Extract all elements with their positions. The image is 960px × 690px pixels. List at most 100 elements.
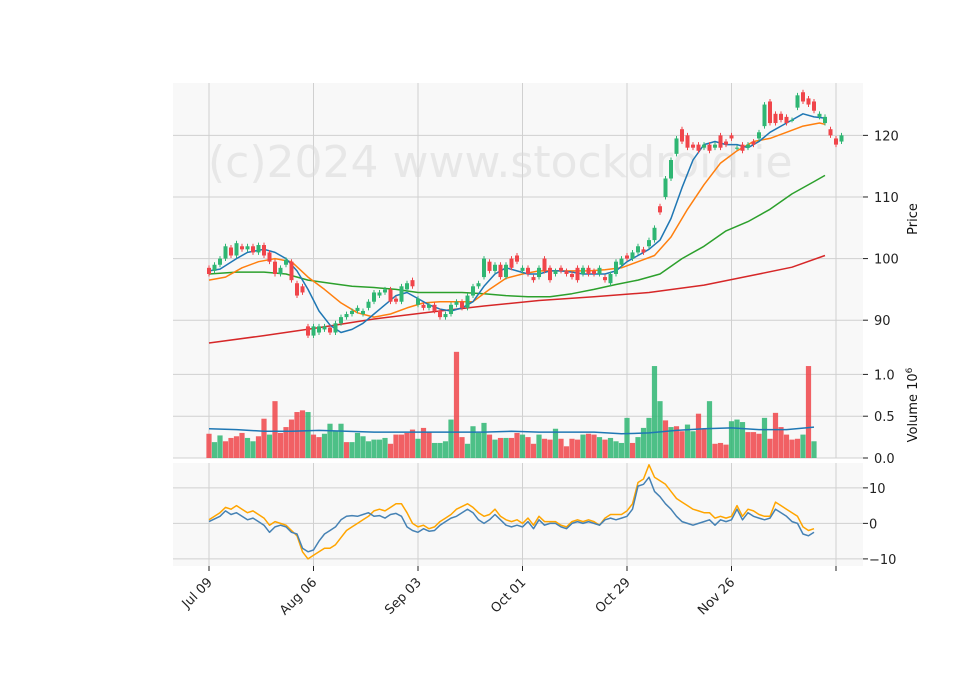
candle-body bbox=[575, 267, 580, 281]
candle-body bbox=[652, 227, 657, 241]
volume-ma-line bbox=[208, 426, 815, 435]
candle-body bbox=[680, 129, 684, 142]
volume-bar bbox=[343, 442, 350, 458]
candle-body bbox=[295, 283, 299, 296]
candle-body bbox=[284, 259, 288, 265]
candle-body bbox=[597, 267, 602, 274]
volume-bar bbox=[668, 427, 674, 458]
volume-bar bbox=[811, 441, 817, 458]
volume-bar bbox=[684, 424, 691, 458]
candle-body bbox=[218, 258, 222, 265]
candle-body bbox=[735, 147, 739, 149]
candle-body bbox=[724, 141, 728, 145]
volume-bar bbox=[398, 434, 405, 458]
volume-bar bbox=[558, 438, 564, 458]
x-tick-label: Jul 09 bbox=[179, 575, 216, 612]
candle-body bbox=[806, 98, 811, 105]
volume-bar bbox=[585, 433, 592, 458]
volume-bar bbox=[217, 435, 223, 458]
candle-body bbox=[498, 264, 503, 278]
volume-bar bbox=[459, 437, 465, 458]
volume-bar bbox=[607, 437, 614, 458]
volume-bar bbox=[365, 441, 372, 458]
volume-bar bbox=[420, 427, 427, 458]
candle-body bbox=[487, 261, 492, 271]
candle-body bbox=[751, 141, 756, 145]
candle-body bbox=[465, 295, 470, 308]
candle-body bbox=[328, 327, 332, 333]
volume-bar bbox=[541, 438, 548, 458]
candle-body bbox=[674, 138, 679, 154]
candle-body bbox=[757, 132, 761, 139]
volume-bar bbox=[332, 431, 339, 458]
candle-body bbox=[317, 326, 321, 333]
price-tick-label: 110 bbox=[874, 191, 899, 206]
candle-body bbox=[306, 326, 310, 336]
indicator-tick-label: −10 bbox=[869, 553, 896, 568]
indicator-lines bbox=[208, 464, 815, 560]
volume-bar bbox=[690, 431, 696, 458]
candle-body bbox=[454, 301, 459, 305]
volume-bar bbox=[305, 412, 311, 458]
indicator-tick-label: 0 bbox=[869, 517, 877, 532]
volume-bar bbox=[635, 437, 641, 458]
volume-bar bbox=[404, 432, 410, 458]
volume-bar bbox=[442, 441, 449, 458]
volume-bar bbox=[514, 432, 520, 458]
indicator-panel bbox=[173, 463, 863, 566]
volume-bar bbox=[673, 426, 680, 458]
volume-bar bbox=[613, 441, 619, 458]
volume-axis-title: Volume 106 bbox=[905, 367, 921, 442]
candle-body bbox=[658, 206, 662, 213]
candle-body bbox=[839, 135, 844, 142]
volume-bar bbox=[728, 421, 735, 458]
volume-bar bbox=[294, 412, 300, 458]
volume-bar bbox=[591, 434, 597, 458]
volume-bar bbox=[624, 417, 630, 458]
volume-bar bbox=[250, 441, 256, 458]
candle-body bbox=[410, 280, 415, 287]
volume-bar bbox=[530, 443, 537, 458]
volume-bar bbox=[569, 438, 575, 458]
candle-body bbox=[608, 273, 613, 284]
volume-bar bbox=[662, 420, 669, 458]
candle-body bbox=[801, 92, 805, 102]
volume-bar bbox=[206, 433, 212, 458]
volume-bar bbox=[706, 401, 713, 458]
volume-bar bbox=[756, 433, 762, 458]
candle-body bbox=[482, 258, 486, 278]
volume-bar bbox=[310, 434, 317, 458]
volume-bar bbox=[574, 439, 581, 458]
candle-body bbox=[685, 135, 690, 148]
candle-body bbox=[262, 245, 266, 256]
volume-bar bbox=[794, 438, 801, 458]
volume-bar bbox=[805, 366, 812, 458]
volume-bar bbox=[327, 423, 333, 458]
candle-body bbox=[399, 286, 404, 302]
volume-bar bbox=[277, 432, 284, 458]
candle-body bbox=[718, 135, 723, 148]
volume-bar bbox=[800, 434, 806, 458]
candle-body bbox=[427, 304, 431, 308]
x-tick-label: Oct 01 bbox=[488, 575, 529, 616]
volume-bar bbox=[222, 441, 229, 458]
candle-body bbox=[663, 178, 668, 197]
price-axis-title: Price bbox=[906, 203, 921, 235]
candle-body bbox=[405, 283, 409, 290]
volume-bar bbox=[316, 437, 322, 458]
candle-body bbox=[311, 326, 316, 336]
volume-bar bbox=[415, 438, 421, 458]
candle-body bbox=[383, 289, 387, 293]
volume-bars bbox=[206, 351, 817, 458]
candle-body bbox=[537, 267, 541, 278]
candle-body bbox=[344, 314, 349, 318]
candle-body bbox=[828, 129, 833, 136]
indicator-orange-line bbox=[208, 464, 815, 560]
volume-bar bbox=[266, 434, 273, 458]
candle-body bbox=[570, 273, 574, 278]
volume-bar bbox=[508, 437, 515, 458]
candle-body bbox=[377, 292, 382, 296]
candle-body bbox=[669, 160, 673, 179]
volume-bar bbox=[409, 429, 416, 458]
indicator-blue-line bbox=[208, 476, 815, 553]
